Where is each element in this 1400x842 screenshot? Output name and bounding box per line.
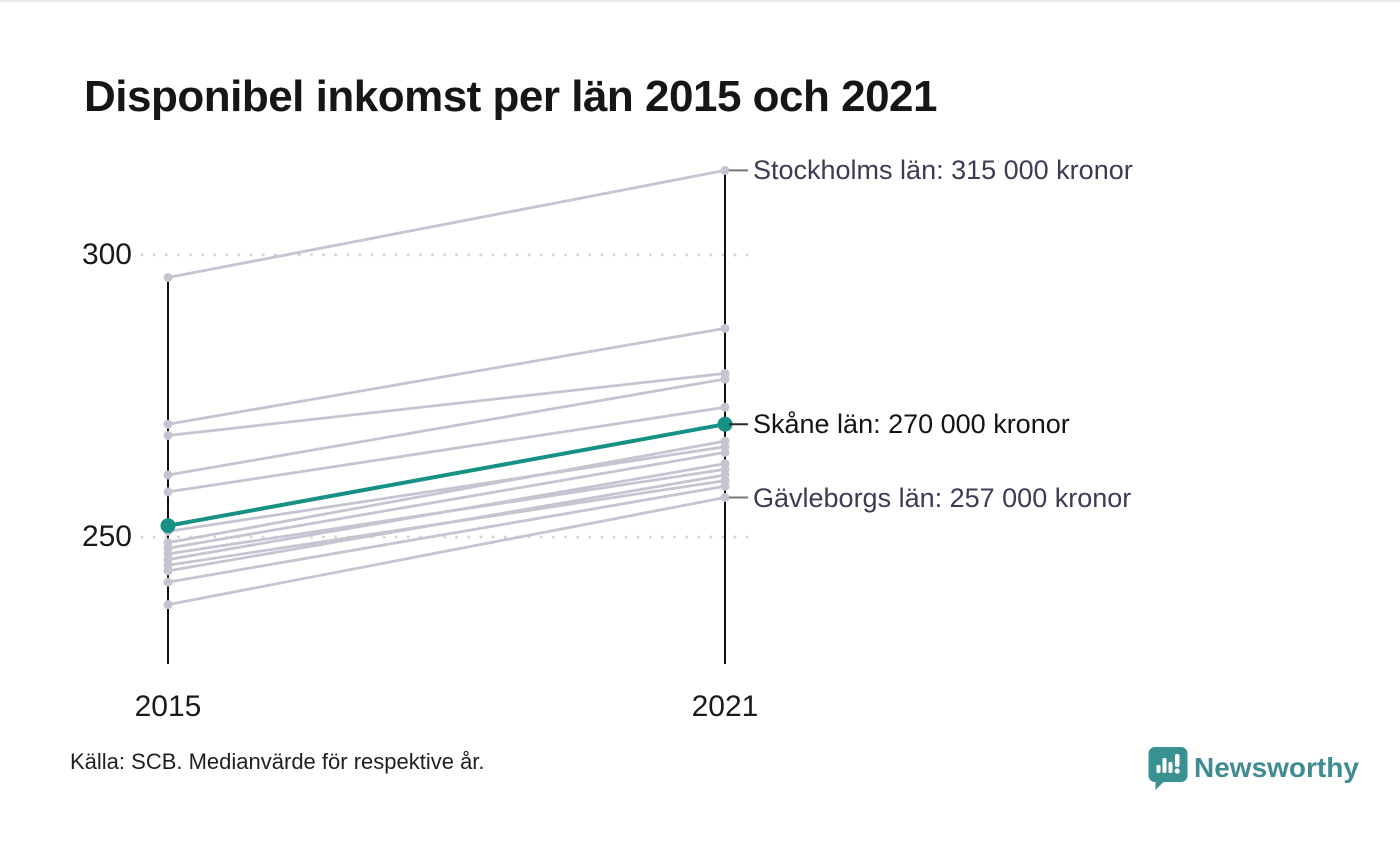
x-axis-label-2021: 2021 — [691, 690, 759, 723]
y-axis-tick-250: 250 — [81, 520, 132, 553]
page-title: Disponibel inkomst per län 2015 och 2021 — [84, 72, 937, 121]
annotation-skane: Skåne län: 270 000 kronor — [753, 409, 1070, 440]
source-note: Källa: SCB. Medianvärde för respektive å… — [70, 749, 485, 774]
annotation-gavleborg: Gävleborgs län: 257 000 kronor — [753, 482, 1132, 513]
annotation-stockholm: Stockholms län: 315 000 kronor — [753, 155, 1133, 186]
newsworthy-logo-icon — [1148, 747, 1188, 790]
y-axis-tick-300: 300 — [81, 238, 132, 271]
newsworthy-wordmark: Newsworthy — [1194, 752, 1359, 783]
x-axis-label-2015: 2015 — [134, 690, 202, 723]
